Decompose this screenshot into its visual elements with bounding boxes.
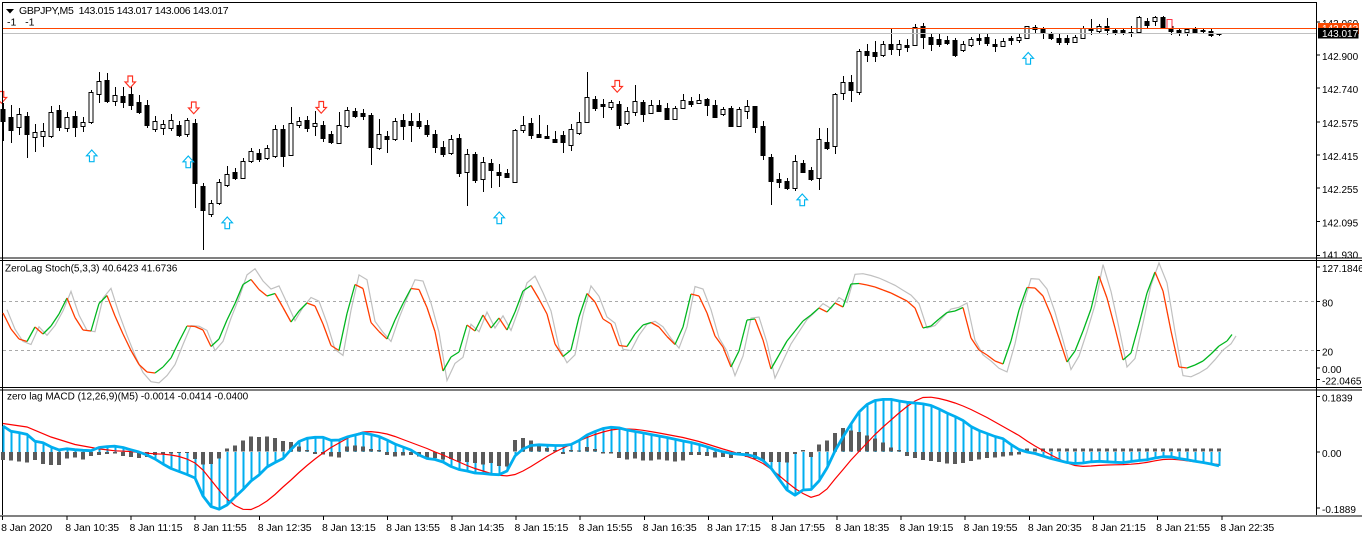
- svg-text:-22.0465: -22.0465: [1322, 377, 1362, 388]
- svg-text:8 Jan 21:15: 8 Jan 21:15: [1092, 522, 1146, 534]
- svg-text:8 Jan 12:35: 8 Jan 12:35: [258, 522, 312, 534]
- svg-text:141.930: 141.930: [1322, 250, 1359, 261]
- svg-text:8 Jan 14:35: 8 Jan 14:35: [450, 522, 504, 534]
- svg-text:8 Jan 15:15: 8 Jan 15:15: [514, 522, 568, 534]
- svg-text:142.575: 142.575: [1322, 119, 1359, 130]
- svg-text:-0.1889: -0.1889: [1322, 505, 1356, 516]
- svg-text:142.415: 142.415: [1322, 152, 1359, 163]
- svg-text:8 Jan 10:35: 8 Jan 10:35: [65, 522, 119, 534]
- svg-text:20: 20: [1322, 348, 1334, 359]
- svg-text:8 Jan 15:55: 8 Jan 15:55: [579, 522, 633, 534]
- svg-text:8 Jan 13:55: 8 Jan 13:55: [386, 522, 440, 534]
- svg-text:8 Jan 2020: 8 Jan 2020: [1, 522, 52, 534]
- svg-text:8 Jan 18:35: 8 Jan 18:35: [835, 522, 889, 534]
- svg-text:ZeroLag Stoch(5,3,3) 40.6423 4: ZeroLag Stoch(5,3,3) 40.6423 41.6736: [5, 264, 178, 275]
- svg-text:zero lag MACD (12,26,9)(M5) -0: zero lag MACD (12,26,9)(M5) -0.0014 -0.0…: [7, 392, 249, 403]
- svg-text:-1 -1: -1 -1: [7, 17, 35, 29]
- svg-text:142.255: 142.255: [1322, 185, 1359, 196]
- svg-text:8 Jan 17:55: 8 Jan 17:55: [771, 522, 825, 534]
- svg-text:8 Jan 19:15: 8 Jan 19:15: [899, 522, 953, 534]
- svg-text:GBPJPY,M5 143.015 143.017 143: GBPJPY,M5 143.015 143.017 143.006 143.01…: [19, 5, 229, 17]
- svg-text:8 Jan 22:35: 8 Jan 22:35: [1220, 522, 1274, 534]
- svg-text:80: 80: [1322, 299, 1334, 310]
- svg-text:8 Jan 17:15: 8 Jan 17:15: [707, 522, 761, 534]
- svg-text:0.00: 0.00: [1322, 449, 1342, 460]
- svg-text:142.740: 142.740: [1322, 85, 1359, 96]
- svg-text:127.1846: 127.1846: [1322, 264, 1362, 275]
- svg-text:8 Jan 16:35: 8 Jan 16:35: [643, 522, 697, 534]
- svg-text:8 Jan 21:55: 8 Jan 21:55: [1156, 522, 1210, 534]
- svg-text:8 Jan 11:55: 8 Jan 11:55: [194, 522, 247, 534]
- svg-text:0.1839: 0.1839: [1322, 394, 1353, 405]
- svg-text:8 Jan 19:55: 8 Jan 19:55: [964, 522, 1018, 534]
- svg-text:142.900: 142.900: [1322, 52, 1359, 63]
- svg-text:0.00: 0.00: [1322, 365, 1342, 376]
- svg-text:8 Jan 13:15: 8 Jan 13:15: [322, 522, 376, 534]
- svg-text:8 Jan 20:35: 8 Jan 20:35: [1028, 522, 1082, 534]
- svg-text:8 Jan 11:15: 8 Jan 11:15: [129, 522, 182, 534]
- svg-text:142.095: 142.095: [1322, 218, 1359, 229]
- svg-text:143.017: 143.017: [1322, 29, 1359, 40]
